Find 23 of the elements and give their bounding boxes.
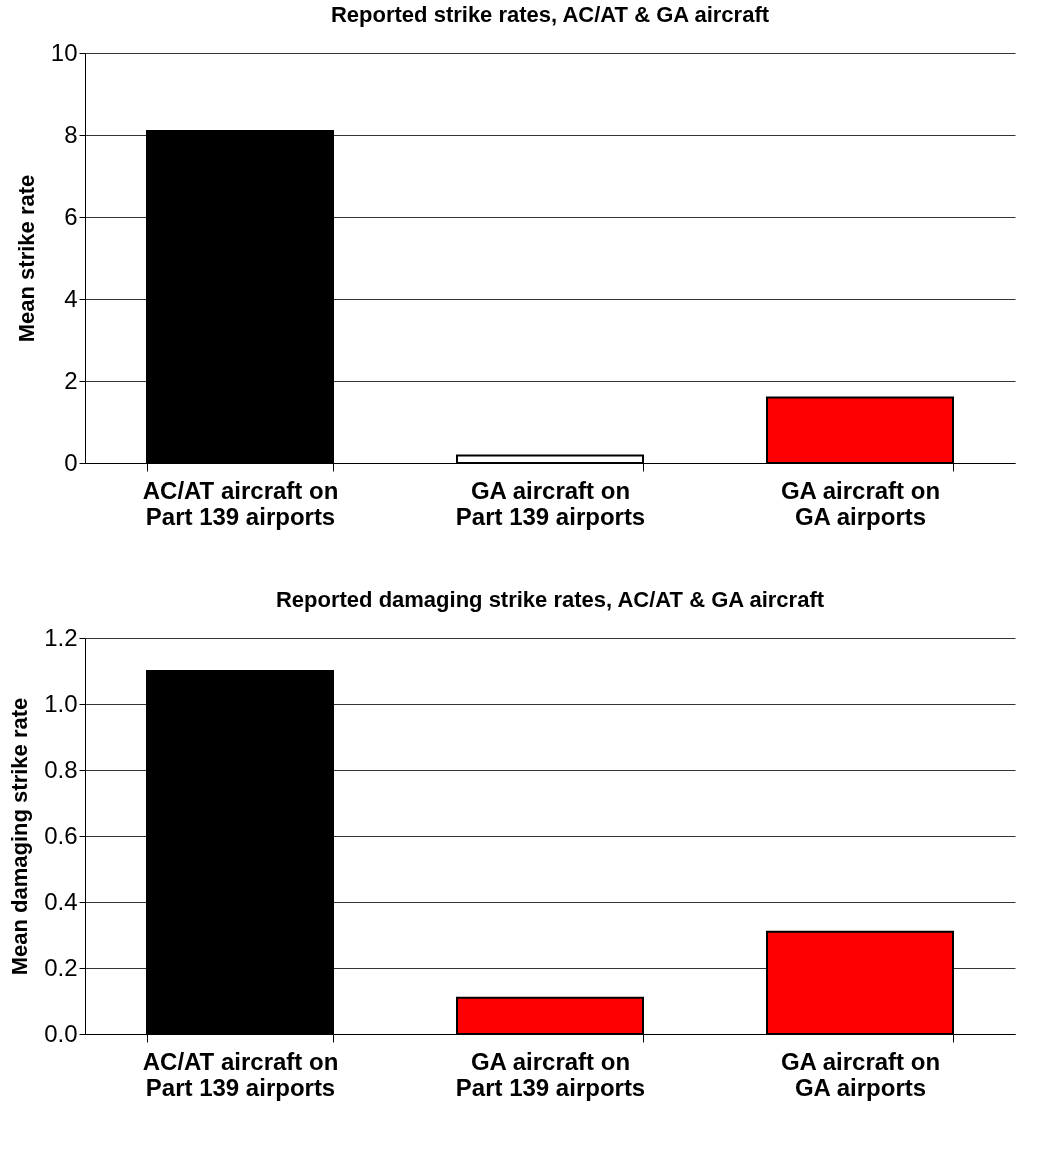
x-tick-label: GA aircraft on Part 139 airports [455, 476, 646, 530]
x-tick-label: AC/AT aircraft on Part 139 airports [142, 1047, 339, 1101]
y-tick-label: 0 [64, 448, 78, 476]
x-tick-label: GA aircraft on GA airports [780, 1047, 941, 1101]
y-tick-label: 0.8 [44, 755, 78, 783]
y-tick-label: 6 [64, 202, 78, 230]
y-axis-title: Mean damaging strike rate [7, 697, 33, 976]
y-tick-label: 0.2 [44, 953, 78, 981]
y-tick-label: 0.0 [44, 1019, 78, 1047]
y-tick-label: 4 [64, 284, 78, 312]
y-tick-label: 0.6 [44, 821, 78, 849]
y-axis-title: Mean strike rate [13, 174, 39, 343]
chart-title: Reported strike rates, AC/AT & GA aircraft [330, 2, 770, 27]
x-tick-label: AC/AT aircraft on Part 139 airports [142, 476, 339, 530]
x-tick-label: GA aircraft on GA airports [780, 476, 941, 530]
y-tick-label: 2 [64, 366, 78, 394]
y-tick-label: 10 [50, 38, 78, 66]
x-tick-label: GA aircraft on Part 139 airports [455, 1047, 646, 1101]
y-tick-label: 8 [64, 120, 78, 148]
y-tick-label: 0.4 [44, 887, 78, 915]
chart-title: Reported damaging strike rates, AC/AT & GA aircraft [275, 587, 825, 612]
y-tick-label: 1.2 [44, 623, 78, 651]
y-tick-label: 1.0 [44, 689, 78, 717]
